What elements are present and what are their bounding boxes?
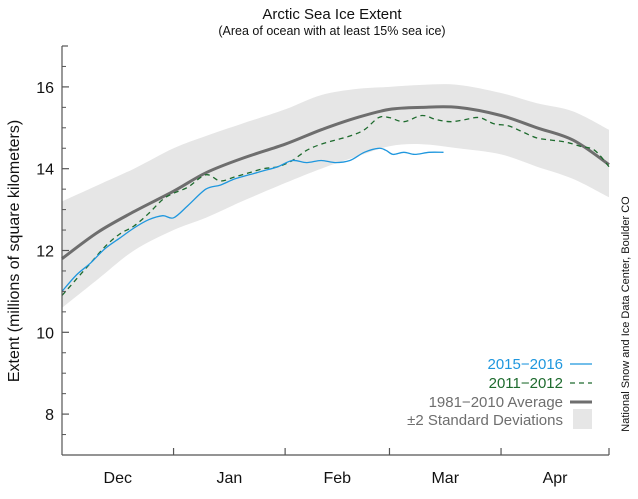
series-line-2011-2012 [61, 114, 610, 296]
x-tick-label-feb: Feb [324, 470, 352, 487]
x-tick-label-mar: Mar [431, 470, 459, 487]
plot-area: 8 10 12 14 16 Dec Jan Feb Mar Apr [36, 45, 610, 487]
legend-label-2015-2016: 2015−2016 [488, 356, 564, 373]
y-tick-label: 12 [36, 244, 54, 261]
credit-text: National Snow and Ice Data Center, Bould… [620, 196, 632, 432]
x-tick-label-dec: Dec [104, 470, 132, 487]
chart-subtitle: (Area of ocean with at least 15% sea ice… [218, 24, 445, 38]
y-tick-label: 14 [36, 162, 54, 179]
series-line-2015-2016 [61, 147, 444, 292]
legend-label-std-band: ±2 Standard Deviations [407, 412, 563, 429]
x-tick-label-jan: Jan [216, 470, 242, 487]
y-tick-label: 16 [36, 80, 54, 97]
y-tick-label: 8 [45, 407, 54, 424]
legend-label-2011-2012: 2011−2012 [489, 375, 563, 392]
std-deviation-band [62, 84, 609, 308]
series-line-1981-2010-average [61, 105, 610, 260]
legend-swatch-std-band [573, 409, 592, 429]
x-tick-label-apr: Apr [543, 470, 569, 487]
y-tick-label: 10 [36, 325, 54, 342]
chart-title: Arctic Sea Ice Extent [262, 6, 402, 23]
legend-label-average: 1981−2010 Average [429, 394, 563, 411]
legend: 2015−2016 2011−2012 1981−2010 Average ±2… [407, 356, 592, 429]
y-axis-label: Extent (millions of square kilometers) [6, 120, 23, 382]
